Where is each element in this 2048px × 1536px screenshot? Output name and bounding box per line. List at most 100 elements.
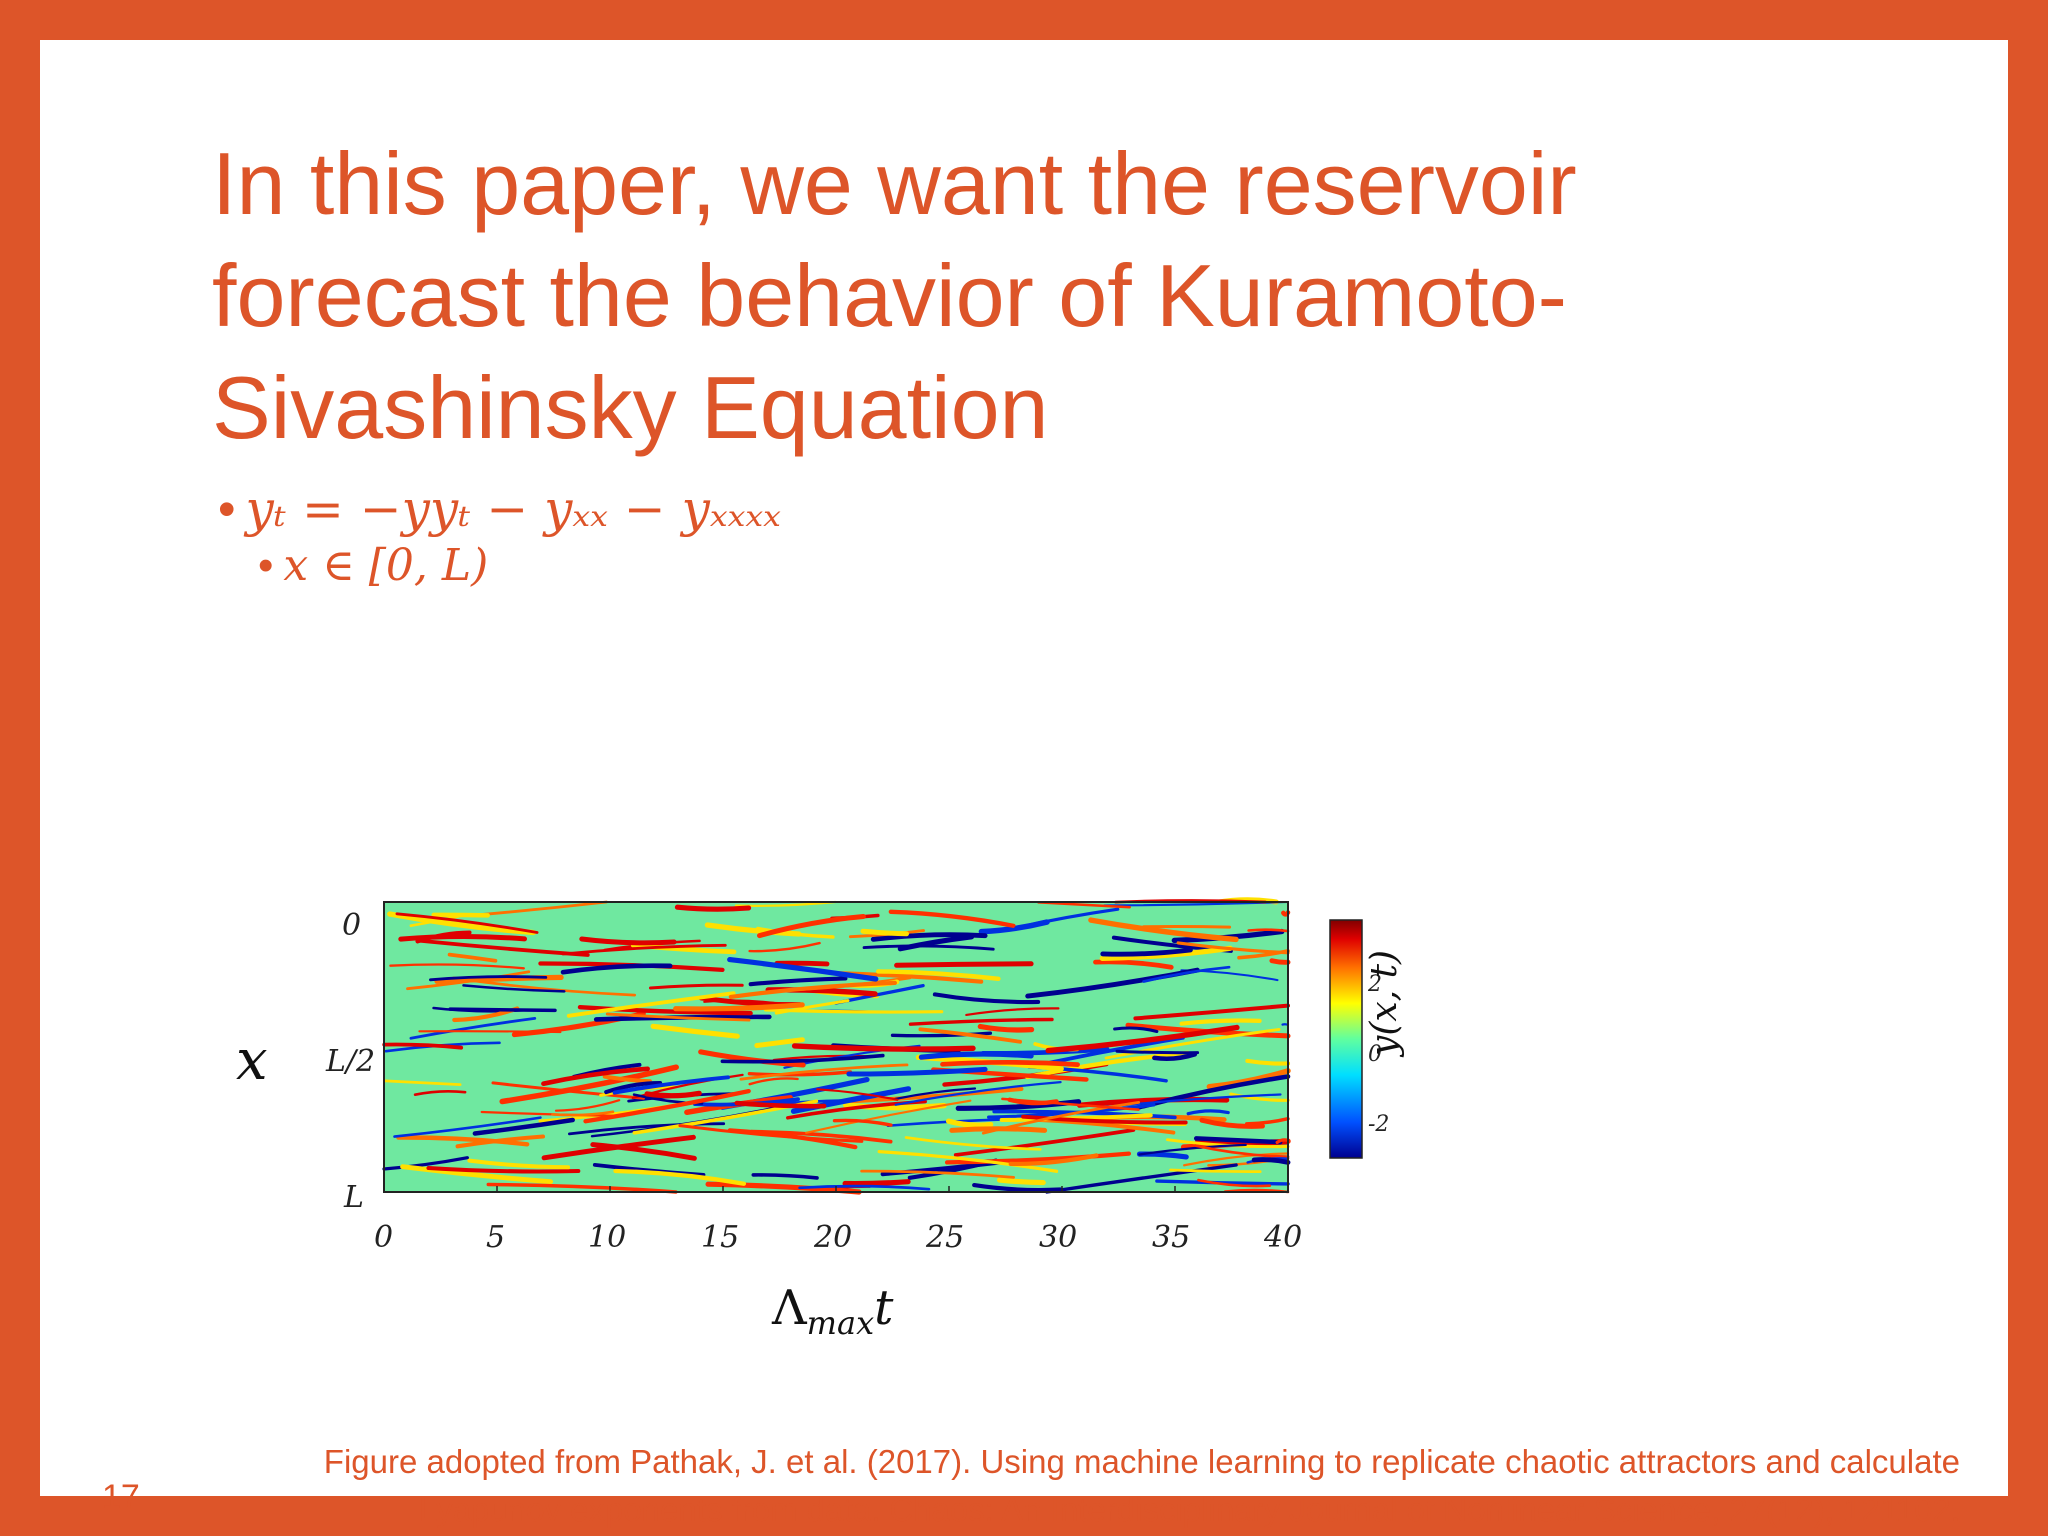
heatmap-stripe [1008,1153,1099,1167]
heatmap-stripe [838,1086,1024,1104]
heatmap-stripe [382,1042,464,1050]
heatmap-stripe [486,1182,678,1194]
heatmap-stripe [554,1099,621,1112]
x-tick-marks [383,1186,1289,1192]
heatmap-stripe [945,1118,994,1128]
heatmap-stripe [1142,965,1231,983]
heatmap-stripe [1045,1163,1238,1194]
heatmap-stripe [1104,1027,1281,1060]
footnote-line: Lyapunov exponents from data. Chaos: An … [419,1491,1960,1528]
heatmap-stripe [448,1007,557,1013]
bullet-dot: • [258,541,274,590]
heatmap-stripe [747,1070,853,1077]
heatmap-stripe [395,912,539,934]
heatmap-stripe [472,1117,575,1136]
heatmap-stripe [1247,928,1290,933]
heatmap-stripe [798,1184,931,1191]
heatmap-stripe [1113,1026,1159,1033]
heatmap-stripe [590,1142,697,1161]
heatmap-stripe [577,1005,753,1016]
heatmap-stripe [1115,1049,1200,1055]
slide: In this paper, we want the reservoir for… [40,40,2008,1528]
heatmap-stripe [704,922,802,937]
heatmap-stripe [568,1122,726,1136]
heatmap-stripe [1001,1097,1140,1111]
heatmap-stripe [1099,945,1233,961]
heatmap-stripe [757,914,866,939]
heatmap-stripe [1025,1050,1190,1080]
heatmap-stripe [630,942,737,955]
heatmap-stripe [774,999,850,1015]
heatmap-stripe [566,991,736,1018]
heatmap-stripe [894,1081,1062,1106]
heatmap-stripe [382,1156,469,1171]
heatmap-stripe [1193,1144,1290,1159]
heatmap-stripe [953,1128,1136,1157]
heatmap-stripe [805,1099,972,1134]
heatmap-stripe [602,1074,652,1084]
heatmap-stripe [877,1149,1059,1173]
heatmap-stripe [649,983,744,990]
colorbar-tick: 2 [1368,972,1382,997]
heatmap-stripe [888,909,1016,928]
heatmap-stripe [462,984,566,993]
heatmap-stripe [491,1081,645,1100]
equation-text: yₜ = −yyₜ − yₓₓ − yₓₓₓₓ [245,480,781,538]
heatmap-stripe [754,1037,805,1048]
heatmap-stripe [1142,924,1232,929]
heatmap-stripe [862,944,995,951]
slide-number: 17 [102,1478,140,1516]
heatmap-stripe [398,934,527,942]
heatmap-stripe [860,1169,1016,1179]
heatmap-stripe [396,1135,530,1147]
heatmap-stripe [452,976,637,997]
heatmap-stripe [918,1027,1022,1044]
heatmap-stripe [940,1059,1080,1067]
heatmap-stripe [400,1164,554,1185]
heatmap-stripe [612,1075,730,1095]
heatmap-stripe [560,963,673,975]
heatmap-stripe [541,1066,650,1087]
heatmap-stripe [434,974,564,984]
heatmap-stripe [1088,917,1239,943]
heatmap-stripe [894,961,1034,968]
heatmap-stripe [1176,941,1290,955]
heatmap-stripe [739,1063,909,1081]
heatmap-stripe [1229,1092,1290,1102]
heatmap-stripe [727,957,879,982]
heatmap-stripe [1193,1136,1283,1145]
heatmap-stripe [1100,947,1193,957]
heatmap-stripe [908,1017,1054,1026]
heatmap-stripe [748,1077,799,1086]
heatmap-stripe [748,976,848,987]
heatmap-stripe [734,1100,827,1109]
x-axis-title-tail: t [874,1280,894,1336]
heatmap-stripe [1206,1068,1291,1090]
heatmap-stripe [455,1134,546,1149]
heatmap-stripe [890,1031,993,1038]
x-tick-label: 30 [1039,1220,1078,1255]
heatmap-stripe [429,975,548,982]
heatmap-stripe [790,1086,912,1114]
heatmap-stripe [583,1088,751,1124]
heatmap-stripes [382,897,1291,1195]
domain-text: x ∈ [0, L) [283,540,489,591]
x-tick-label: 15 [701,1220,740,1255]
figure-graphics [382,897,1363,1195]
x-tick-label: 0 [374,1220,394,1255]
colorbar [1329,919,1363,1159]
heatmap-stripe [1045,1024,1240,1054]
heatmap-stripe [949,1126,1048,1133]
heatmap-stripe [389,963,525,970]
slide-title: In this paper, we want the reservoir for… [212,134,1577,457]
heatmap-stripe [832,1118,893,1127]
heatmap-stripe [705,1181,862,1195]
citation-footnote: Figure adopted from Pathak, J. et al. (2… [100,1438,1960,1534]
x-tick-label: 40 [1264,1220,1303,1255]
heatmap-stripe [674,904,752,912]
heatmap-stripe [720,1053,885,1064]
x-axis-title-base: Λ [772,1280,807,1336]
heatmap-stripe [673,1002,805,1012]
heatmap-stripe [447,952,498,963]
heatmap-stripe [644,1090,702,1099]
